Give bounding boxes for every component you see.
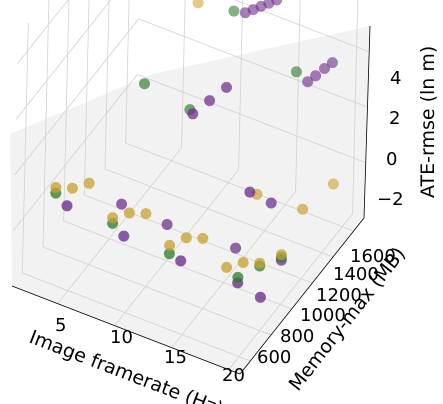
data-point: [187, 108, 199, 120]
data-point: [254, 291, 266, 303]
data-point: [230, 242, 242, 254]
grid-line: [17, 0, 69, 65]
back-pane: [148, 26, 370, 263]
grid-line: [57, 147, 182, 304]
data-point: [204, 95, 216, 107]
grid-line: [181, 0, 186, 148]
data-point: [123, 207, 135, 219]
z-tick-labels: −2 0 2 4: [377, 68, 404, 210]
data-point: [83, 177, 95, 189]
data-point: [61, 200, 73, 212]
data-point: [180, 232, 192, 244]
data-point: [107, 212, 119, 224]
grid-line: [137, 74, 366, 163]
data-point: [276, 249, 287, 261]
grid-line: [295, 0, 301, 192]
z-axis-title: ATE-rmse (ln m): [417, 46, 439, 198]
data-point: [239, 7, 251, 19]
x-tick-label: 5: [55, 315, 66, 336]
data-point: [192, 0, 204, 9]
data-point: [161, 219, 173, 230]
z-tick-label: 0: [386, 149, 397, 170]
data-point: [302, 76, 314, 88]
grid-line: [114, 169, 239, 326]
y-tick-label: 1000: [300, 305, 346, 326]
y-axis-line: [239, 217, 365, 375]
data-points: [50, 0, 339, 303]
data-point: [326, 57, 338, 69]
grid-line: [171, 191, 296, 348]
data-point: [139, 78, 150, 90]
data-point: [228, 5, 240, 17]
x-tick-label: 15: [164, 347, 187, 368]
y-tick-label: 1400: [333, 264, 379, 285]
y-tick-label: 1200: [316, 285, 362, 306]
left-pane: [10, 74, 153, 286]
y-tick-labels: 600 800 1000 1200 1400 1600: [257, 246, 396, 368]
data-point: [237, 257, 249, 268]
y-tick-label: 1600: [350, 246, 396, 267]
grid-line: [125, 0, 130, 144]
y-tick-label: 600: [257, 347, 291, 368]
grid-line: [104, 0, 110, 170]
grid-line: [42, 246, 272, 336]
z-tick-label: −2: [377, 189, 404, 210]
grid-line: [138, 18, 367, 108]
grid-line: [238, 0, 244, 170]
data-point: [197, 232, 209, 244]
data-point: [164, 239, 176, 251]
data-point: [319, 63, 330, 74]
data-point: [118, 230, 130, 242]
z-tick-label: 2: [389, 108, 400, 129]
grid-line: [228, 213, 353, 370]
grid-line: [15, 0, 112, 120]
grid-line: [22, 272, 251, 362]
x-tick-label: 20: [222, 365, 245, 386]
grid-line: [42, 0, 50, 248]
grid-line: [352, 0, 359, 214]
grid-line: [13, 74, 138, 231]
data-point: [297, 203, 309, 215]
z-tick-label: 4: [390, 68, 401, 89]
data-point: [116, 198, 128, 210]
data-point: [221, 261, 233, 273]
grid-line: [63, 0, 70, 222]
z-axis-line: [363, 25, 371, 219]
data-point: [265, 197, 277, 209]
y-tick-label: 800: [280, 326, 314, 347]
x-tick-labels: 5 10 15 20: [55, 315, 245, 386]
x-axis-line: [11, 285, 241, 375]
data-point: [140, 208, 152, 220]
grid-line: [104, 168, 334, 258]
data-point: [254, 257, 266, 269]
data-point: [327, 178, 339, 190]
data-point: [290, 66, 302, 78]
grid-line: [21, 22, 29, 274]
grid-line: [125, 142, 354, 232]
data-point: [232, 271, 244, 283]
data-point: [66, 182, 78, 194]
data-point: [50, 182, 62, 193]
data-point: [244, 186, 256, 198]
data-point: [221, 81, 232, 93]
grid-line: [14, 18, 139, 176]
x-tick-label: 10: [110, 327, 133, 348]
data-point: [163, 248, 175, 260]
grid-line: [83, 0, 90, 196]
data-point: [310, 70, 322, 82]
data-point: [175, 255, 187, 267]
